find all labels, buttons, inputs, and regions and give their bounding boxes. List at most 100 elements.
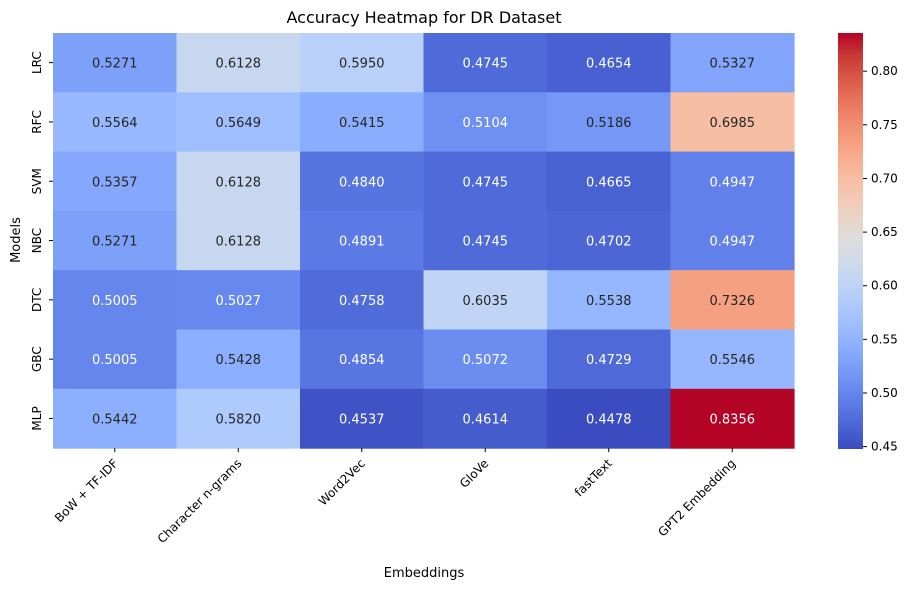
heatmap-cell	[670, 33, 795, 93]
heatmap-cell	[176, 151, 301, 212]
cell-value-label: 0.5027	[216, 294, 262, 309]
heatmap-cell	[176, 33, 301, 93]
heatmap-cell	[53, 329, 178, 390]
cell-value-label: 0.5005	[92, 353, 138, 368]
colorbar-tick-label: 0.50	[871, 386, 898, 400]
cell-value-label: 0.4478	[586, 412, 632, 427]
cell-value-label: 0.7326	[710, 294, 756, 309]
colorbar-tick-label: 0.65	[871, 225, 898, 239]
y-tick-label: RFC	[30, 110, 44, 134]
heatmap-cell	[547, 270, 672, 331]
cell-value-label: 0.6128	[216, 57, 262, 72]
cell-value-label: 0.4745	[463, 57, 509, 72]
cell-value-label: 0.5546	[710, 353, 756, 368]
heatmap-cell	[547, 210, 672, 271]
heatmap-cell	[176, 388, 301, 449]
heatmap-cell	[670, 329, 795, 390]
cell-value-label: 0.4947	[710, 235, 756, 250]
heatmap-cell	[423, 33, 548, 93]
y-tick-label: GBC	[30, 346, 44, 372]
cell-value-label: 0.6985	[710, 116, 756, 131]
cell-value-label: 0.5442	[92, 412, 138, 427]
cell-value-label: 0.5072	[463, 353, 509, 368]
heatmap-cells: 0.5271 0.6128 0.5950 0.4745 0.4654 0.5327 0.55…	[53, 33, 795, 449]
colorbar-gradient	[838, 33, 863, 449]
heatmap-cell	[53, 92, 178, 153]
cell-value-label: 0.4891	[339, 235, 385, 250]
cell-value-label: 0.5271	[92, 57, 138, 72]
cell-value-label: 0.4537	[339, 412, 385, 427]
heatmap-cell	[423, 151, 548, 212]
heatmap-cell	[300, 388, 425, 449]
y-tick-label: DTC	[30, 288, 44, 312]
heatmap-cell	[53, 33, 178, 93]
heatmap-cell	[53, 210, 178, 271]
heatmap-cell	[53, 270, 178, 331]
chart-title: Accuracy Heatmap for DR Dataset	[287, 8, 562, 27]
cell-value-label: 0.5564	[92, 116, 138, 131]
heatmap-cell	[176, 210, 301, 271]
cell-value-label: 0.5820	[216, 412, 262, 427]
heatmap-cell	[547, 33, 672, 93]
cell-value-label: 0.5415	[339, 116, 385, 131]
colorbar-tick-label: 0.45	[871, 440, 898, 454]
cell-value-label: 0.5271	[92, 235, 138, 250]
heatmap-cell	[670, 151, 795, 212]
colorbar: 0.45 0.50 0.55 0.60 0.65 0.70 0.75 0.80	[838, 33, 898, 454]
heatmap-cell	[176, 329, 301, 390]
y-tick-label: NBC	[30, 228, 44, 253]
heatmap-cell	[423, 329, 548, 390]
cell-value-label: 0.4729	[586, 353, 632, 368]
cell-value-label: 0.5538	[586, 294, 632, 309]
heatmap-cell	[547, 388, 672, 449]
heatmap-cell	[176, 92, 301, 153]
cell-value-label: 0.5005	[92, 294, 138, 309]
cell-value-label: 0.6128	[216, 235, 262, 250]
heatmap-cell	[423, 270, 548, 331]
y-tick-label: MLP	[30, 406, 44, 430]
cell-value-label: 0.4854	[339, 353, 385, 368]
heatmap-cell	[300, 329, 425, 390]
heatmap-cell	[300, 270, 425, 331]
heatmap-cell	[670, 388, 795, 449]
heatmap-cell	[547, 92, 672, 153]
heatmap-cell	[300, 151, 425, 212]
cell-value-label: 0.4840	[339, 175, 385, 190]
cell-value-label: 0.5186	[586, 116, 632, 131]
colorbar-tick-label: 0.60	[871, 279, 898, 293]
heatmap-cell	[423, 92, 548, 153]
heatmap-cell	[53, 151, 178, 212]
cell-value-label: 0.4614	[463, 412, 509, 427]
cell-value-label: 0.5428	[216, 353, 262, 368]
cell-value-label: 0.5950	[339, 57, 385, 72]
heatmap-cell	[670, 92, 795, 153]
colorbar-tick-label: 0.70	[871, 171, 898, 185]
heatmap-cell	[300, 33, 425, 93]
heatmap-cell	[423, 210, 548, 271]
colorbar-tick-label: 0.75	[871, 118, 898, 132]
cell-value-label: 0.4758	[339, 294, 385, 309]
heatmap-cell	[547, 329, 672, 390]
heatmap-cell	[670, 210, 795, 271]
cell-value-label: 0.5104	[463, 116, 509, 131]
cell-value-label: 0.4665	[586, 175, 632, 190]
heatmap-cell	[670, 270, 795, 331]
heatmap-cell	[176, 270, 301, 331]
heatmap-cell	[300, 210, 425, 271]
heatmap-cell	[300, 92, 425, 153]
colorbar-tick-label: 0.55	[871, 332, 898, 346]
heatmap-cell	[547, 151, 672, 212]
heatmap-cell	[423, 388, 548, 449]
cell-value-label: 0.4745	[463, 175, 509, 190]
cell-value-label: 0.5649	[216, 116, 262, 131]
cell-value-label: 0.4654	[586, 57, 632, 72]
y-axis-label: Models	[9, 217, 24, 263]
cell-value-label: 0.4702	[586, 235, 632, 250]
y-axis: LRC RFC SVM NBC DTC GBC MLP	[30, 51, 53, 431]
colorbar-tick-label: 0.80	[871, 64, 898, 78]
cell-value-label: 0.5357	[92, 175, 138, 190]
cell-value-label: 0.8356	[710, 412, 756, 427]
y-tick-label: SVM	[30, 168, 44, 194]
y-tick-label: LRC	[30, 51, 44, 74]
